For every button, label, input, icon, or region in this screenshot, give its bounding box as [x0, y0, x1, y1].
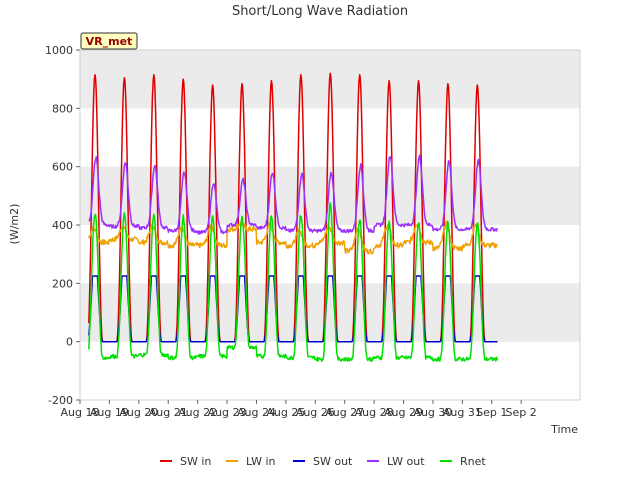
series-lines [88, 72, 499, 362]
y-tick-label: 1000 [45, 44, 73, 57]
x-tick-label: Aug 28 [355, 406, 394, 419]
legend-label: SW in [180, 455, 211, 468]
y-tick-label: 200 [52, 277, 73, 290]
legend-label: LW in [246, 455, 276, 468]
chart-title: Short/Long Wave Radiation [232, 4, 408, 19]
x-tick-label: Aug 23 [208, 406, 247, 419]
x-tick-label: Aug 31 [443, 406, 482, 419]
grid-band [80, 283, 580, 342]
x-tick-label: Aug 22 [178, 406, 217, 419]
legend-label: SW out [313, 455, 353, 468]
legend-label: LW out [387, 455, 425, 468]
x-tick-label: Aug 30 [413, 406, 452, 419]
y-tick-label: 0 [66, 336, 73, 349]
x-tick-label: Aug 29 [384, 406, 423, 419]
series-line-lw-out [88, 154, 499, 235]
y-tick-label: -200 [48, 394, 73, 407]
badge-label: VR_met [86, 35, 133, 48]
x-tick-label: Aug 25 [266, 406, 305, 419]
x-tick-label: Sep 2 [506, 406, 537, 419]
x-tick-label: Aug 19 [90, 406, 129, 419]
station-badge: VR_met [80, 32, 138, 50]
x-tick-label: Aug 27 [325, 406, 364, 419]
x-tick-label: Sep 1 [476, 406, 507, 419]
badge-box [80, 32, 138, 50]
x-tick-label: Aug 18 [61, 406, 100, 419]
legend-label: Rnet [460, 455, 486, 468]
x-axis-label: Time [550, 423, 578, 436]
y-axis-label: (W/m2) [8, 204, 21, 245]
series-line-rnet [88, 202, 499, 362]
y-tick-label: 800 [52, 102, 73, 115]
y-tick-label: 400 [52, 219, 73, 232]
series-line-lw-in [88, 220, 499, 255]
legend: SW in LW in SW out LW out Rnet [160, 455, 486, 468]
x-tick-label: Aug 24 [237, 406, 276, 419]
x-tick-label: Aug 26 [296, 406, 335, 419]
y-tick-label: 600 [52, 161, 73, 174]
x-tick-label: Aug 21 [149, 406, 188, 419]
x-tick-label: Aug 20 [119, 406, 158, 419]
